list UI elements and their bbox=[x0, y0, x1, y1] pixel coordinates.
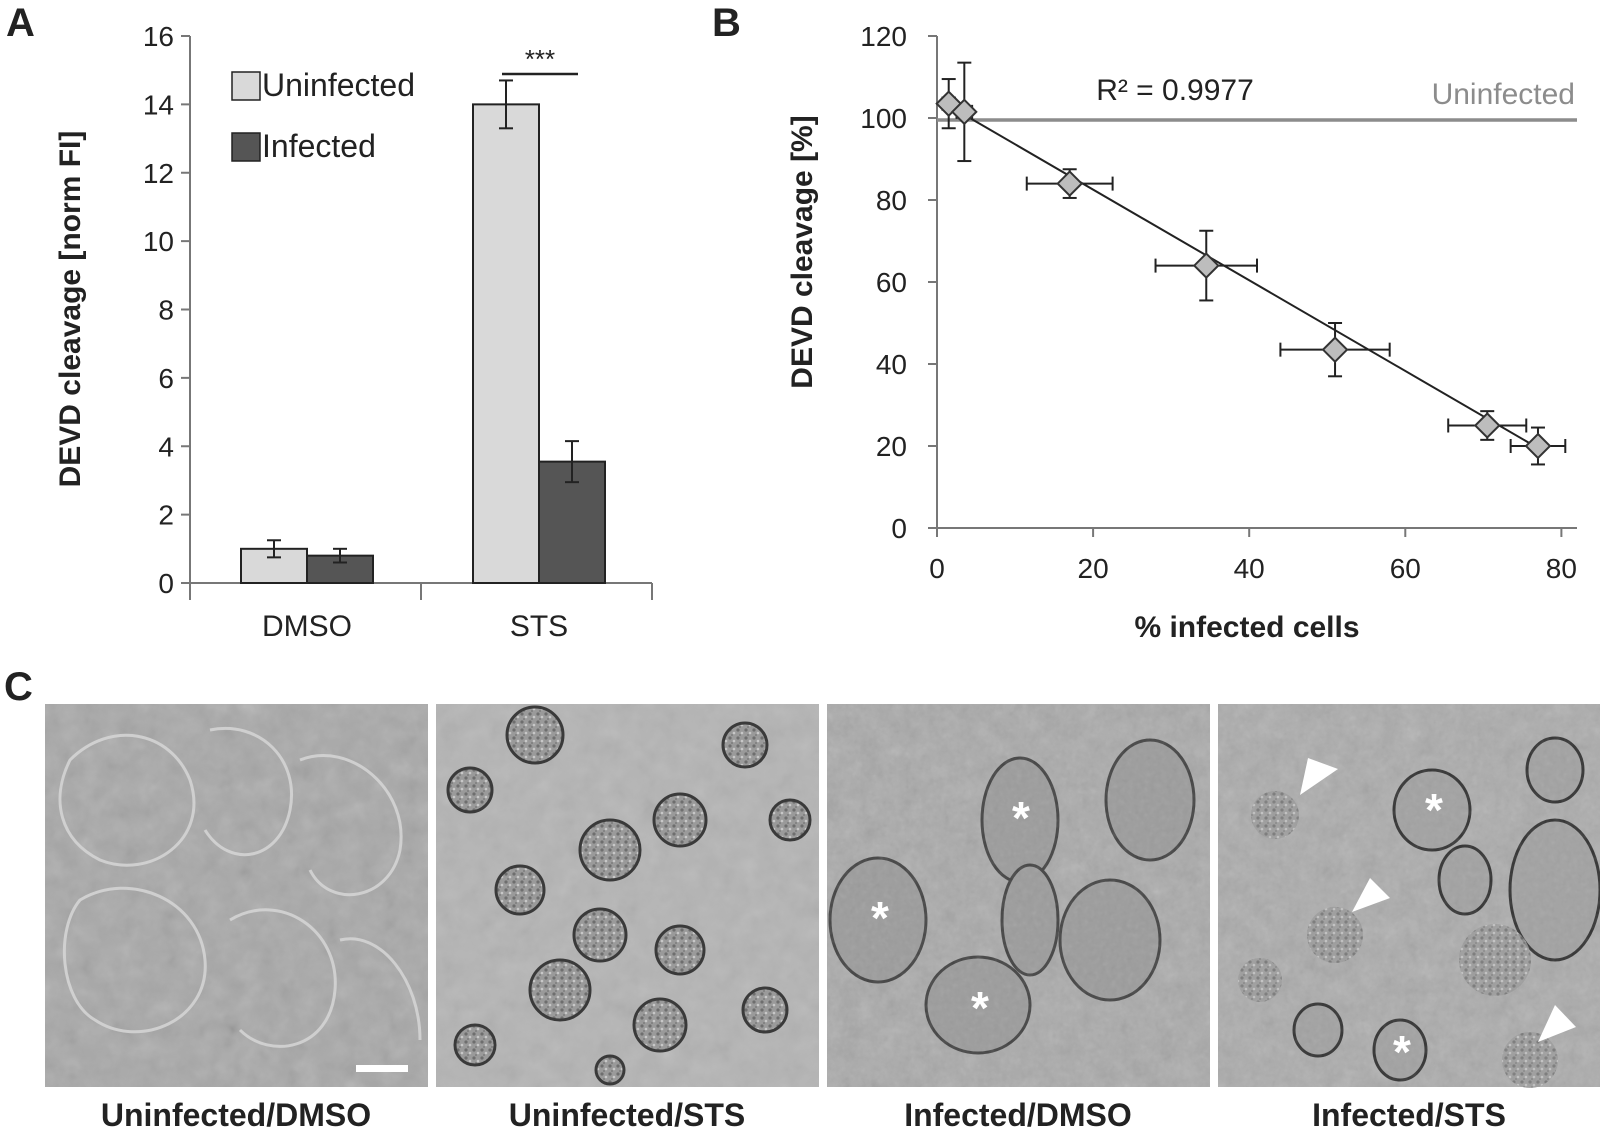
significance-label: *** bbox=[525, 44, 555, 74]
rounded-cells bbox=[446, 705, 812, 1086]
micrograph-panel-1: Uninfected/DMSO bbox=[45, 704, 428, 1133]
x-tick-label: 20 bbox=[1078, 553, 1109, 584]
y-tick-label: 16 bbox=[143, 21, 174, 52]
scale-bar bbox=[356, 1065, 408, 1072]
micrograph-panel-3: * * * Infected/DMSO bbox=[827, 704, 1210, 1133]
data-point-diamond bbox=[1192, 252, 1220, 280]
micrograph-panel-4: * * Infected/STS bbox=[1218, 704, 1600, 1133]
error-bars bbox=[941, 61, 1567, 466]
micrograph-texture bbox=[45, 704, 428, 1087]
data-point-diamond bbox=[1473, 412, 1501, 439]
micrograph-label: Uninfected/STS bbox=[509, 1097, 745, 1131]
cell-outlines bbox=[58, 727, 422, 1048]
asterisk-marker: * bbox=[1012, 792, 1030, 844]
bar-chart: 0 2 4 6 8 10 12 14 16 DMSO STS DEVD cleavage [no… bbox=[54, 21, 653, 643]
data-point-diamond bbox=[950, 98, 978, 126]
fit-line bbox=[948, 104, 1539, 449]
y-tick-label: 8 bbox=[158, 295, 174, 326]
panel-letter-c: C bbox=[4, 665, 33, 709]
scatter-chart: 0 20 40 60 80 100 120 0 20 40 60 80 Uninfected R² =… bbox=[786, 21, 1577, 644]
asterisk-markers: * * * bbox=[871, 792, 1030, 1034]
data-point-diamond bbox=[1321, 336, 1349, 364]
x-axis-title: % infected cells bbox=[1134, 611, 1359, 644]
x-category-label: DMSO bbox=[262, 610, 352, 643]
y-tick-label: 20 bbox=[876, 431, 907, 462]
arrowhead-markers bbox=[1300, 758, 1576, 1042]
y-tick-label: 60 bbox=[876, 267, 907, 298]
error-bars bbox=[267, 79, 579, 564]
x-tick-label: 40 bbox=[1234, 553, 1265, 584]
legend-label: Uninfected bbox=[262, 67, 415, 103]
data-point-diamond bbox=[1524, 432, 1552, 460]
y-axis-title: DEVD cleavage [norm FI] bbox=[54, 131, 87, 488]
legend-swatch-uninfected bbox=[231, 71, 261, 101]
x-tick-label: 60 bbox=[1390, 553, 1421, 584]
x-tick-label: 0 bbox=[929, 553, 945, 584]
y-tick-label: 0 bbox=[891, 513, 907, 544]
bars bbox=[240, 103, 606, 585]
x-tick-label: 80 bbox=[1546, 553, 1577, 584]
bar-uninfected-sts bbox=[472, 103, 540, 584]
y-tick-label: 2 bbox=[158, 500, 174, 531]
asterisk-marker: * bbox=[1425, 784, 1443, 836]
y-tick-label: 80 bbox=[876, 185, 907, 216]
data-point-diamond bbox=[1056, 170, 1084, 198]
legend: Uninfected Infected bbox=[231, 67, 415, 164]
micrograph-texture bbox=[1218, 704, 1600, 1087]
asterisk-markers: * * bbox=[1393, 784, 1443, 1078]
y-axis-title: DEVD cleavage [%] bbox=[786, 115, 819, 388]
micrograph-label: Uninfected/DMSO bbox=[101, 1097, 371, 1131]
asterisk-marker: * bbox=[971, 982, 989, 1034]
x-category-label: STS bbox=[510, 610, 568, 643]
panel-letter-b: B bbox=[712, 1, 741, 45]
asterisk-marker: * bbox=[871, 892, 889, 944]
asterisk-marker: * bbox=[1393, 1026, 1411, 1078]
y-tick-label: 6 bbox=[158, 363, 174, 394]
data-points bbox=[935, 90, 1552, 460]
y-axis-ticks: 0 2 4 6 8 10 12 14 16 bbox=[143, 21, 190, 599]
arrowhead-marker bbox=[1352, 878, 1390, 912]
micrograph-label: Infected/STS bbox=[1312, 1097, 1506, 1131]
legend-swatch-infected bbox=[231, 132, 261, 162]
y-tick-label: 10 bbox=[143, 226, 174, 257]
y-tick-label: 4 bbox=[158, 431, 174, 462]
y-tick-label: 120 bbox=[860, 21, 907, 52]
legend-label: Infected bbox=[262, 128, 376, 164]
y-tick-label: 12 bbox=[143, 158, 174, 189]
axis-ticks: 0 20 40 60 80 100 120 0 20 40 60 80 bbox=[860, 21, 1577, 584]
y-tick-label: 40 bbox=[876, 349, 907, 380]
y-tick-label: 0 bbox=[158, 568, 174, 599]
arrowhead-marker bbox=[1300, 758, 1338, 795]
micrograph-label: Infected/DMSO bbox=[904, 1097, 1132, 1131]
y-tick-label: 100 bbox=[860, 103, 907, 134]
micrograph-panel-2: Uninfected/STS bbox=[436, 704, 819, 1133]
y-tick-label: 14 bbox=[143, 89, 174, 120]
arrowhead-marker bbox=[1538, 1005, 1576, 1042]
reference-line-label: Uninfected bbox=[1432, 78, 1575, 111]
r-squared-label: R² = 0.9977 bbox=[1096, 74, 1254, 107]
micrograph-texture bbox=[827, 704, 1210, 1087]
panel-letter-a: A bbox=[6, 1, 35, 45]
